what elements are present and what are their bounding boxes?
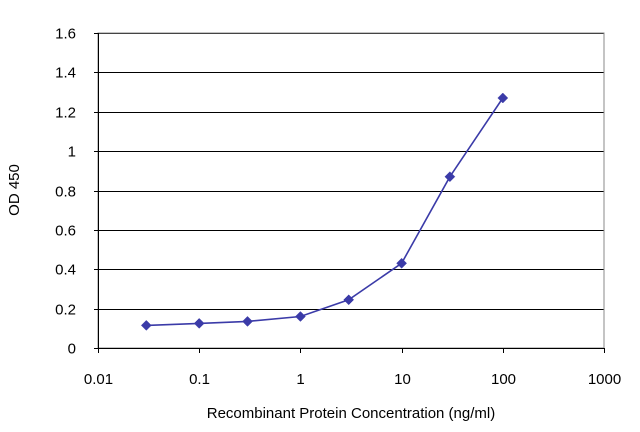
y-tick-label-7: 1.4: [55, 65, 76, 82]
y-tick-label-4: 0.8: [55, 184, 76, 201]
axes: [94, 33, 605, 353]
y-tick-label-1: 0.2: [55, 302, 76, 319]
x-tick-label-1: 0.1: [189, 371, 210, 388]
x-tick-label-0: 0.01: [84, 371, 113, 388]
y-tick-label-2: 0.4: [55, 262, 76, 279]
data-point-0-2: [242, 316, 253, 327]
x-axis-label: Recombinant Protein Concentration (ng/ml…: [207, 405, 495, 422]
data-point-0-1: [193, 318, 205, 329]
x-tick-label-3: 10: [394, 371, 411, 388]
data-point-0-5: [396, 257, 407, 269]
tick-labels: 0 0.2 0.4 0.6 0.8 1 1.2 1.4 1.6 0.01 0.1 1 10 100 1000: [55, 26, 621, 389]
y-tick-label-0: 0: [68, 341, 76, 358]
x-tick-label-4: 100: [491, 371, 516, 388]
data-point-0-7: [497, 92, 509, 104]
y-tick-label-6: 1.2: [55, 105, 76, 122]
data-point-0-3: [295, 311, 306, 322]
y-tick-label-3: 0.6: [55, 223, 76, 240]
data-point-0-4: [343, 294, 355, 306]
y-axis-label: OD 450: [6, 164, 23, 216]
x-tick-label-2: 1: [296, 371, 304, 388]
data-point-0-6: [444, 171, 456, 183]
data-point-0-0: [140, 320, 152, 331]
x-tick-label-5: 1000: [588, 371, 621, 388]
y-tick-label-5: 1: [68, 144, 76, 161]
series-line-0: [146, 97, 504, 327]
series: [140, 92, 509, 331]
gridlines: [98, 33, 604, 310]
y-tick-label-8: 1.6: [55, 26, 76, 43]
